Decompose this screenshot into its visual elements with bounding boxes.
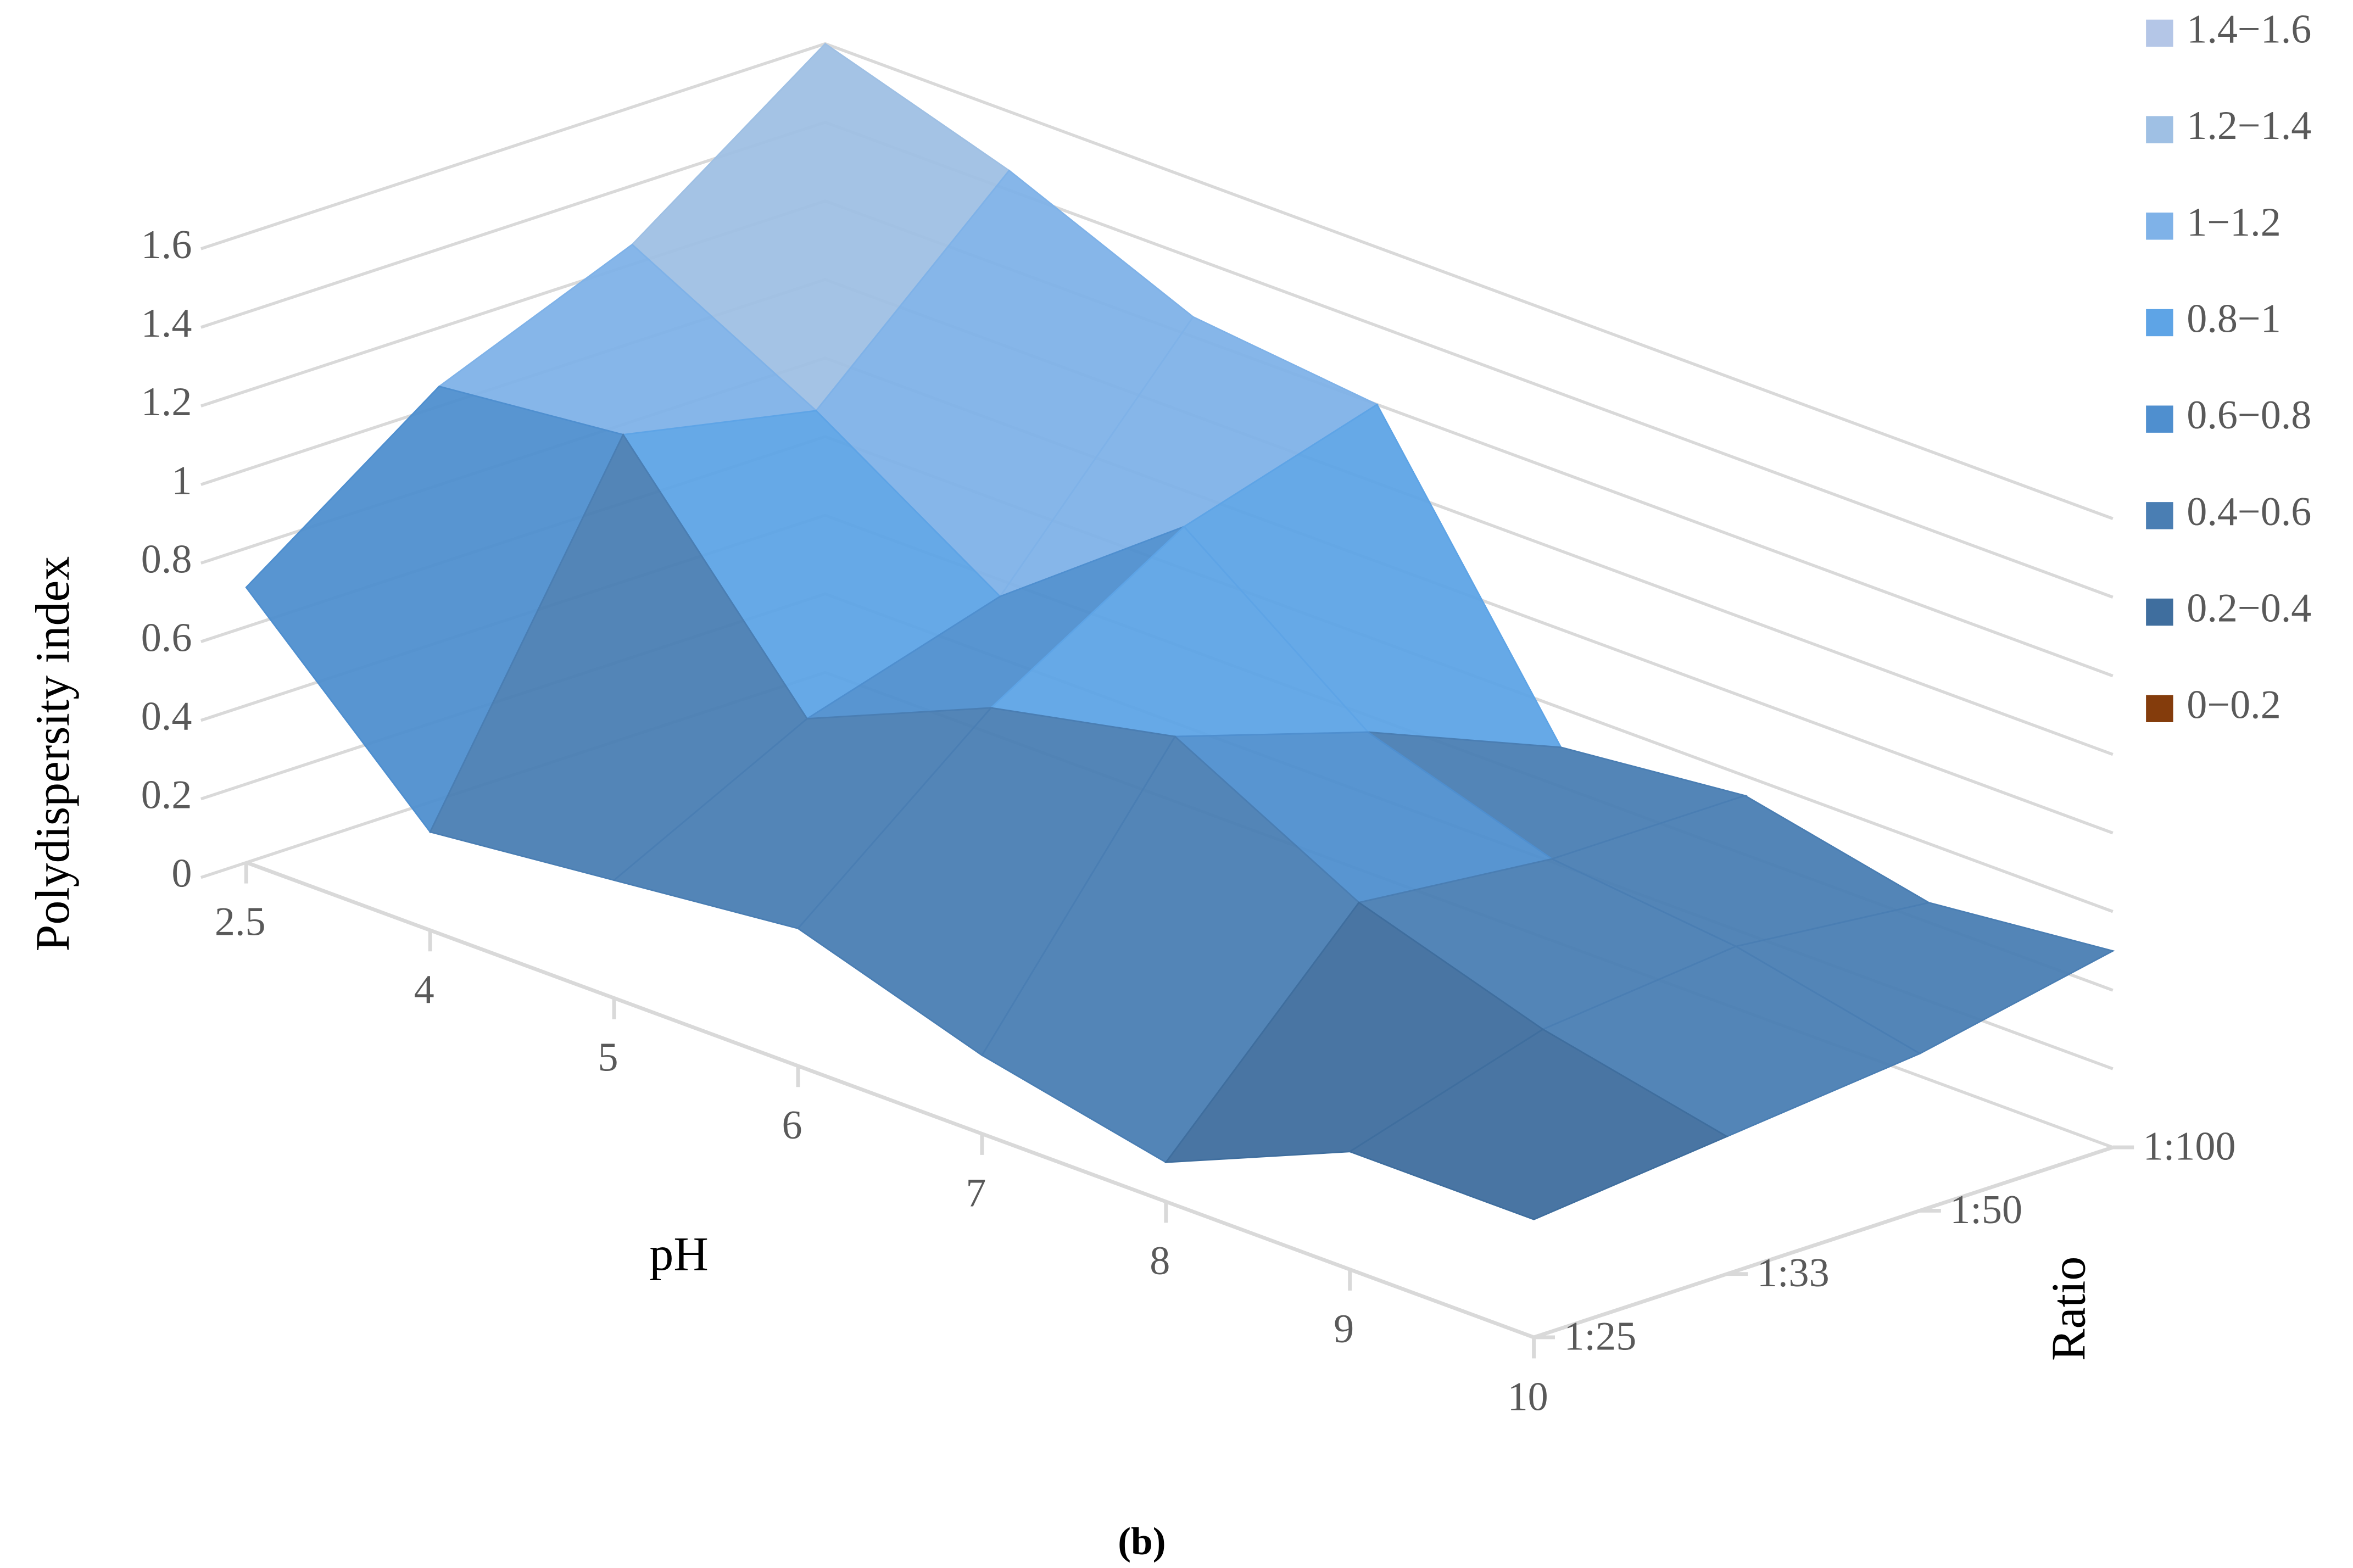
x-tick-label: 5: [598, 1035, 618, 1080]
z-tick-label: 1:25: [1564, 1314, 1637, 1359]
y-tick-label: 0.6: [141, 615, 192, 660]
x-tick-label: 8: [1150, 1238, 1170, 1284]
y-tick-label: 0.4: [141, 694, 192, 739]
legend-label: 1.4−1.6: [2187, 7, 2311, 52]
y-tick-label: 0: [171, 851, 192, 896]
y-tick-label: 1.2: [141, 380, 192, 425]
y-axis-title: Polydispersity index: [26, 556, 80, 952]
z-axis-title: Ratio: [2043, 1257, 2096, 1361]
legend-swatch: [2146, 309, 2173, 337]
x-axis-title: pH: [649, 1227, 708, 1281]
legend-swatch: [2146, 116, 2173, 143]
y-tick-label: 1: [171, 458, 192, 503]
z-tick-label: 1:100: [2143, 1124, 2236, 1169]
x-tick-label: 7: [966, 1171, 986, 1216]
surface-patch: [1348, 1028, 1729, 1220]
z-tick-label: 1:33: [1757, 1251, 1830, 1296]
y-tick-label: 1.4: [141, 301, 192, 346]
legend-swatch: [2146, 695, 2173, 722]
legend-label: 0−0.2: [2187, 682, 2281, 727]
z-tick-label: 1:50: [1950, 1187, 2022, 1232]
x-tick-label: 4: [414, 967, 434, 1012]
y-tick-label: 0.2: [141, 773, 192, 818]
legend-label: 1.2−1.4: [2187, 103, 2311, 148]
legend-swatch: [2146, 598, 2173, 626]
legend-label: 0.2−0.4: [2187, 586, 2311, 631]
legend-label: 1−1.2: [2187, 200, 2281, 245]
caption: (b): [1118, 1520, 1166, 1563]
legend-swatch: [2146, 502, 2173, 529]
legend-label: 0.4−0.6: [2187, 489, 2311, 534]
x-tick-label: 10: [1508, 1374, 1548, 1419]
x-tick-label: 9: [1334, 1307, 1354, 1352]
legend-label: 0.8−1: [2187, 296, 2281, 341]
y-tick-label: 1.6: [141, 222, 192, 267]
z-axis: [1533, 1145, 2114, 1340]
legend-swatch: [2146, 405, 2173, 433]
x-tick-label: 6: [782, 1103, 802, 1148]
legend-swatch: [2146, 19, 2173, 47]
y-tick-label: 0.8: [141, 537, 192, 582]
legend-swatch: [2146, 213, 2173, 240]
legend-label: 0.6−0.8: [2187, 393, 2311, 438]
x-tick-label: 2.5: [215, 900, 266, 945]
x-axis: [246, 861, 1535, 1340]
